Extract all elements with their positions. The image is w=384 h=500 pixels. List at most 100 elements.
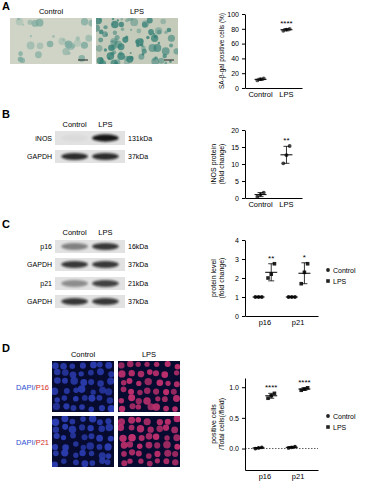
stain-spot <box>151 35 158 42</box>
x-axis-line <box>246 470 319 471</box>
nucleus <box>153 388 159 394</box>
mean-line <box>280 29 292 30</box>
stain-spot <box>65 41 69 45</box>
y-tick: 100 <box>227 11 245 18</box>
nucleus <box>99 405 105 411</box>
nucleus <box>60 363 67 370</box>
nucleus <box>78 385 86 393</box>
y-tick-mark <box>242 198 245 199</box>
panel-label: A <box>2 0 10 12</box>
mean-line <box>253 297 265 298</box>
nucleus <box>145 442 152 449</box>
y-axis-title: positive cells <box>210 404 218 444</box>
stain-spot <box>81 42 88 49</box>
stain-spot <box>169 60 172 63</box>
nucleus <box>130 403 136 409</box>
nucleus <box>154 362 159 367</box>
nucleus <box>145 378 152 385</box>
error-bar <box>258 78 264 80</box>
legend-label: LPS <box>333 424 347 431</box>
y-tick: 10 <box>231 161 245 168</box>
legend-marker <box>326 414 330 418</box>
nucleus <box>174 381 180 387</box>
stain-spot <box>122 37 128 43</box>
significance-label: ** <box>268 254 274 263</box>
nucleus <box>79 404 85 410</box>
nucleus <box>108 436 114 442</box>
nucleus <box>121 386 127 392</box>
nucleus <box>128 434 136 442</box>
x-tick: p16 <box>259 318 272 327</box>
scale-bar <box>164 60 174 61</box>
blot-band <box>92 298 119 305</box>
stain-spot <box>164 31 167 34</box>
nucleus <box>106 424 113 431</box>
mean-line <box>286 447 298 448</box>
protein-label: p16 <box>40 243 52 251</box>
y-tick: 2 <box>235 275 245 282</box>
stain-spot <box>130 56 134 60</box>
y-tick: 1 <box>235 294 245 301</box>
nucleus <box>136 362 141 367</box>
nucleus <box>165 381 170 386</box>
blot-strip <box>55 131 125 145</box>
micrograph <box>118 361 180 412</box>
blot-band <box>61 243 88 250</box>
nucleus <box>88 370 94 376</box>
nucleus <box>129 370 135 376</box>
y-tick-label: 0.5 <box>229 415 239 422</box>
nucleus <box>118 362 124 368</box>
size-label: 37kDa <box>128 298 148 305</box>
nucleus <box>52 461 58 467</box>
blot-strip <box>55 277 125 290</box>
nucleus <box>54 397 60 403</box>
y-axis-line <box>245 131 246 199</box>
y-axis-line <box>245 379 246 471</box>
significance-label: **** <box>265 383 277 392</box>
y-tick-mark <box>242 147 245 148</box>
western-blot: ControlLPSiNOS131kDaGAPDH37kDa <box>27 120 152 163</box>
nucleus <box>52 362 59 369</box>
nucleus <box>88 395 95 402</box>
plot-marks <box>253 262 311 299</box>
nucleus <box>127 441 134 448</box>
nucleus <box>70 405 76 411</box>
nucleus <box>79 450 85 456</box>
nucleus <box>99 387 106 394</box>
blot-strip <box>55 295 125 308</box>
stain-spot <box>146 36 149 39</box>
panel-label: B <box>2 108 10 120</box>
protein-label: GAPDH <box>27 153 52 160</box>
y-tick-label: 20 <box>231 127 239 134</box>
nucleus <box>144 362 149 367</box>
nucleus <box>147 426 153 432</box>
y-tick: 20 <box>231 127 245 134</box>
nucleus <box>155 396 160 401</box>
nucleus <box>121 380 127 386</box>
micrograph-bg <box>118 416 180 467</box>
blot-band <box>61 298 88 305</box>
y-tick-label: 0 <box>235 195 239 202</box>
y-tick: 40 <box>231 55 245 62</box>
stain-spot <box>135 39 140 44</box>
nucleus <box>82 434 88 440</box>
x-tick: p21 <box>292 318 305 327</box>
y-tick-label: 4 <box>235 237 239 244</box>
y-axis-title: iNOS protein <box>210 144 218 184</box>
stain-spot <box>30 35 32 37</box>
nucleus <box>153 403 160 410</box>
nucleus <box>54 369 61 376</box>
error-bar <box>256 447 262 449</box>
nucleus <box>118 424 124 431</box>
nucleus <box>128 394 135 401</box>
nucleus <box>137 444 142 449</box>
nucleus <box>70 371 77 378</box>
protein-label: GAPDH <box>27 261 52 268</box>
error-bar <box>283 29 289 31</box>
mean-line <box>255 79 267 80</box>
nucleus <box>73 453 78 458</box>
chart: **05101520ControlLPSiNOS protein(fold ch… <box>210 127 303 210</box>
blot-strip <box>55 258 125 271</box>
micrograph <box>10 18 92 64</box>
stain-spot <box>168 35 175 42</box>
